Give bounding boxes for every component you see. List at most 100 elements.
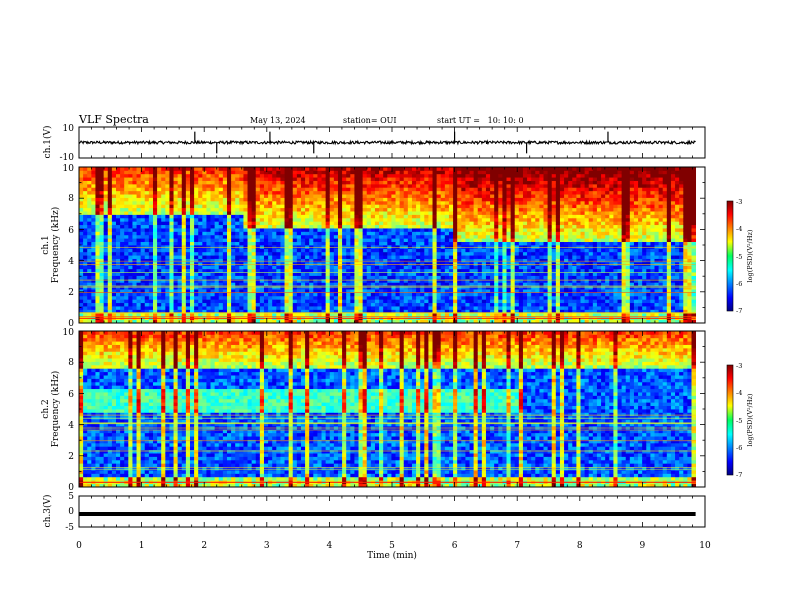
spectrogram-cell [440,180,446,185]
spectrogram-cell [210,190,216,195]
spectrogram-cell [124,180,129,185]
spectrogram-cell [140,306,146,310]
spectrogram-cell [292,265,298,270]
spectrogram-cell [218,197,224,202]
spectrogram-cell [354,292,359,297]
spectrogram-cell [424,265,429,270]
spectrogram-cell [243,265,248,270]
spectrogram-cell [128,258,133,263]
spectrogram-cell [494,319,499,324]
spectrogram-cell [506,180,512,185]
spectrogram-cell [124,214,129,219]
spectrogram-cell [259,211,265,215]
spectrogram-cell [189,261,195,266]
spectrogram-cell [292,309,298,314]
spectrogram-cell [235,306,240,310]
spectrogram-cell [95,187,100,192]
spectrogram-cell [485,258,491,263]
spectrogram-cell [177,241,183,246]
spectrogram-cell [181,306,187,310]
spectrogram-cell [436,177,442,181]
spectrogram-cell [391,251,396,256]
spectrogram-cell [370,299,376,304]
spectrogram-cell [296,258,302,263]
spectrogram-cell [107,261,113,266]
spectrogram-cell [407,292,413,297]
spectrogram-cell [477,234,483,239]
spectrogram-cell [288,221,294,226]
spectrogram-cell [111,255,117,259]
spectrogram-cell [83,285,88,290]
spectrogram-cell [206,251,211,256]
spectrogram-cell [263,207,269,212]
spectrogram-cell [116,177,121,181]
spectrogram-cell [403,183,409,188]
spectrogram-cell [362,217,368,222]
spectrogram-cell [490,211,495,215]
spectrogram-cell [354,228,359,232]
spectrogram-cell [399,265,405,270]
spectrogram-cell [189,241,195,246]
spectrogram-cell [485,214,491,219]
spectrogram-cell [370,187,376,192]
spectrogram-cell [165,231,170,236]
spectrogram-cell [272,295,277,300]
spectrogram-cell [411,180,417,185]
spectrogram-cell [436,268,442,273]
spectrogram-cell [444,234,450,239]
spectrogram-cell [165,251,170,256]
spectrogram-cell [111,180,117,185]
spectrogram-cell [337,231,343,236]
spectrogram-cell [128,167,133,171]
spectrogram-cell [346,170,351,175]
spectrogram-cell [317,207,322,212]
spectrogram-cell [132,282,137,287]
spectrogram-cell [453,170,458,175]
spectrogram-cell [436,285,442,290]
spectrogram-cell [136,282,142,287]
spectrogram-cell [485,173,491,178]
spectrogram-cell [263,295,269,300]
spectrogram-cell [403,248,409,253]
spectrogram-cell [391,309,396,314]
spectrogram-cell [300,261,306,266]
spectrogram-cell [91,302,96,307]
spectrogram-cell [288,306,294,310]
spectrogram-cell [226,221,232,226]
spectrogram-cell [387,234,392,239]
spectrogram-cell [444,312,450,317]
spectrogram-cell [189,251,195,256]
spectrogram-cell [173,245,179,249]
spectrogram-cell [214,197,220,202]
spectrogram-cell [116,207,121,212]
spectrogram-cell [342,278,347,283]
spectrogram-cell [83,278,88,283]
spectrogram-cell [498,167,503,171]
spectrogram-cell [416,309,421,314]
spectrogram-cell [346,289,351,293]
spectrogram-cell [407,228,413,232]
spectrogram-cell [440,265,446,270]
spectrogram-cell [366,234,372,239]
spectrogram-cell [169,248,174,253]
spectrogram-cell [124,177,129,181]
spectrogram-cell [329,194,335,198]
spectrogram-cell [424,177,429,181]
spectrogram-cell [403,299,409,304]
spectrogram-cell [395,231,401,236]
spectrogram-cell [494,194,499,198]
spectrogram-cell [243,278,248,283]
spectrogram-cell [226,241,232,246]
spectrogram-cell [251,238,257,243]
spectrogram-cell [305,302,310,307]
spectrogram-cell [222,309,228,314]
spectrogram-cell [140,282,146,287]
spectrogram-cell [202,187,207,192]
spectrogram-cell [498,292,503,297]
spectrogram-cell [148,319,154,324]
ch1-spectrogram-image [79,167,697,324]
spectrogram-cell [120,238,125,243]
spectrogram-cell [379,278,384,283]
spectrogram-cell [399,289,405,293]
spectrogram-cell [231,272,236,276]
